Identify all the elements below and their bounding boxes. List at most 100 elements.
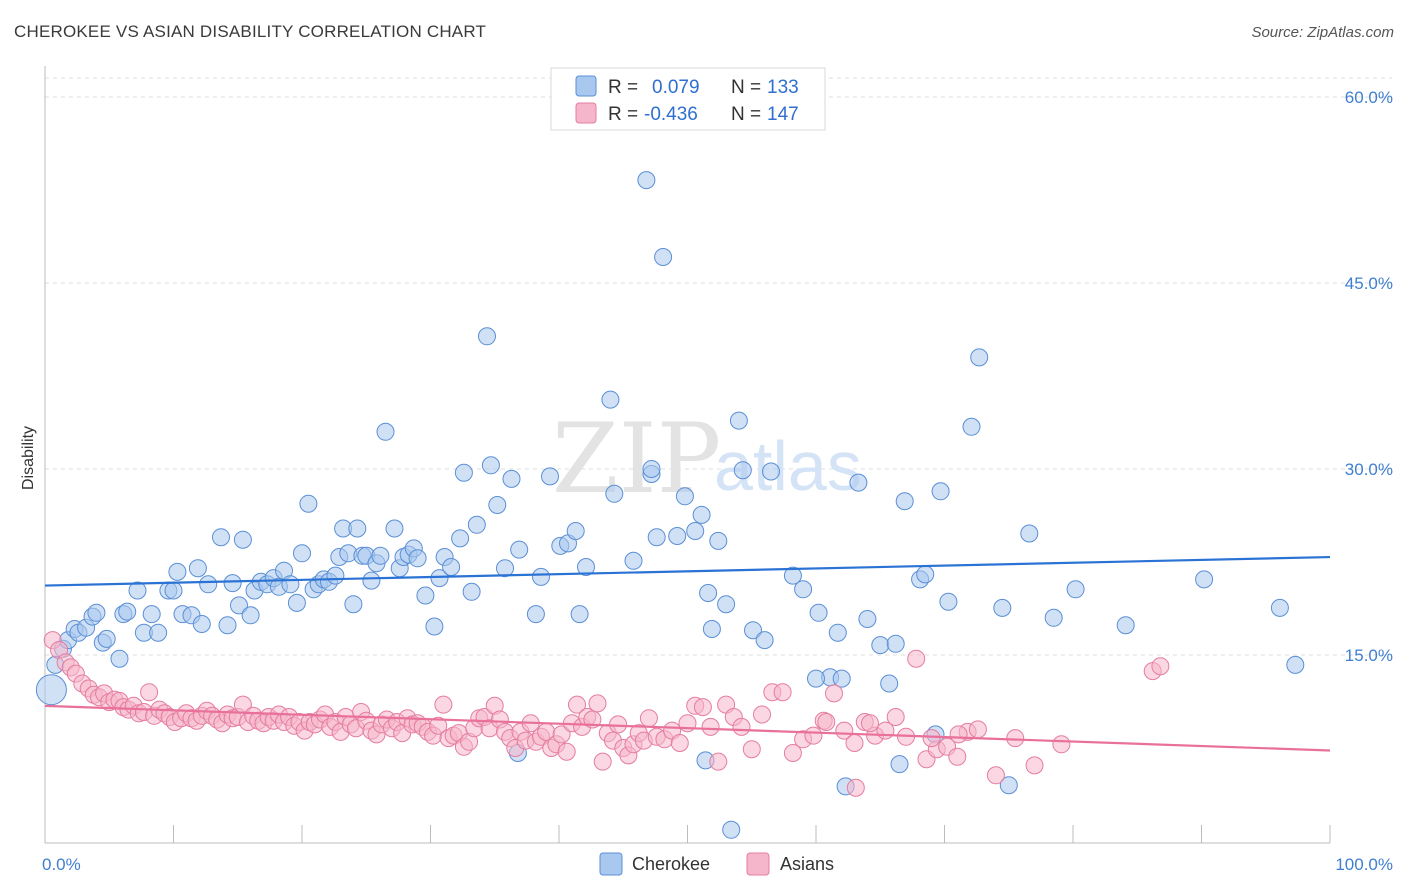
cherokee-point [762,462,780,481]
cherokee-point [717,595,736,614]
cherokee-point [230,596,248,615]
cherokee-point [570,605,589,624]
cherokee-point [916,565,935,584]
asians-point [753,705,771,724]
cherokee-point [35,674,67,706]
cherokee-point [199,575,218,594]
y-tick-label: 60.0% [1345,88,1393,107]
cherokee-point [496,559,514,578]
cherokee-point [223,574,242,593]
cherokee-point [755,631,774,650]
cherokee-point [541,467,559,486]
asians-point [732,717,751,736]
legend-n-label-asians: N = [731,104,761,125]
correlation-legend: R = 0.079 N = 133 R = -0.436 N = 147 [550,67,826,131]
legend-n-value-asians: 147 [767,104,799,125]
cherokee-point [783,566,802,585]
asians-point [588,694,607,713]
cherokee-point [890,755,909,774]
cherokee-point [577,558,595,576]
cherokee-point [832,669,851,688]
asians-point [609,715,628,734]
cherokee-point [624,551,643,570]
asians-point [922,729,941,748]
cherokee-point [416,586,435,605]
cherokee-trend-line [44,555,1331,587]
cherokee-point [1286,655,1305,674]
cherokee-point [287,593,306,612]
cherokee-point [128,581,147,600]
legend-r-label-cherokee: R = [608,77,638,98]
cherokee-point [809,603,828,622]
y-tick-label: 30.0% [1345,460,1393,479]
cherokee-point [1020,524,1039,543]
cherokee-point [488,496,507,514]
cherokee-point [188,559,207,578]
cherokee-point [722,820,741,839]
cherokee-point [794,580,813,599]
cherokee-point [218,616,237,635]
cherokee-point [939,592,958,611]
asians-point [1006,729,1025,748]
asians-point [861,714,879,733]
cherokee-point [1066,580,1085,599]
cherokee-point [733,461,752,480]
cherokee-point [699,584,718,602]
cherokee-point [376,422,395,441]
x-tick-label-max: 100.0% [1335,855,1393,874]
legend-r-value-cherokee: 0.079 [652,77,700,98]
asians-point [817,713,836,731]
cherokee-point [880,674,899,693]
asians-point [709,752,728,771]
cherokee-point [729,411,748,430]
cherokee-point [362,571,381,590]
asians-point [434,695,453,714]
cherokee-point [654,248,673,266]
trend-lines [44,555,1331,752]
cherokee-point [478,327,496,346]
watermark: ZIP atlas [552,403,862,515]
asians-point [968,720,987,739]
x-tick-label-min: 0.0% [42,855,81,874]
cherokee-point [467,515,486,534]
legend-swatch-asians [575,102,597,124]
cherokee-point [871,636,890,655]
cherokee-point [326,566,345,585]
cherokee-point [637,171,656,190]
cherokee-point [858,610,877,628]
cherokee-point [425,617,444,636]
cherokee-point [462,582,481,601]
legend-asians-label: Asians [780,854,834,874]
asians-point [825,684,843,703]
cherokee-point [566,522,585,540]
y-tick-labels: 15.0% 30.0% 45.0% 60.0% [1345,88,1393,665]
y-axis-label: Disability [20,426,37,490]
legend-box [550,67,826,131]
asians-point [593,752,612,771]
cherokee-point [241,606,260,625]
cherokee-point [192,615,211,633]
asians-point [670,734,689,752]
cherokee-point [371,546,390,565]
cherokee-point [807,669,825,688]
cherokee-point [110,649,129,668]
asians-point [557,742,576,761]
asians-point [568,695,586,714]
asians-point [949,725,968,744]
cherokee-point [601,390,620,409]
asians-point [742,740,761,759]
cherokee-point [962,417,981,436]
cherokee-point [348,519,367,538]
cherokee-point [526,605,545,624]
cherokee-point [293,544,311,563]
asians-point [845,734,864,752]
cherokee-point [385,519,404,538]
cherokee-point [451,529,470,548]
legend-n-value-cherokee: 133 [767,77,799,98]
cherokee-point [454,463,473,482]
cherokee-point [605,484,624,503]
cherokee-point [931,482,950,501]
cherokee-point [828,623,847,642]
cherokee-point [675,487,694,506]
